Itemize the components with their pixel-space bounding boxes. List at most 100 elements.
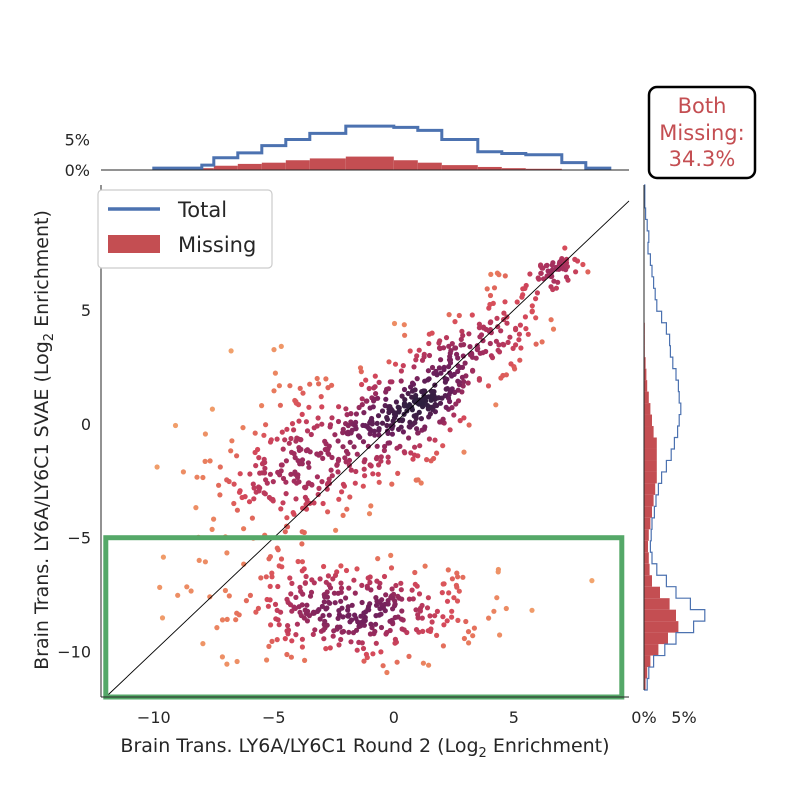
scatter-point: [488, 271, 494, 277]
scatter-point: [456, 588, 462, 594]
scatter-point: [348, 617, 355, 623]
scatter-point: [376, 432, 382, 438]
scatter-point: [441, 366, 447, 373]
scatter-point: [374, 443, 380, 449]
scatter-point: [401, 403, 407, 409]
scatter-point: [302, 657, 308, 664]
scatter-point: [275, 547, 281, 553]
scatter-point: [338, 585, 345, 591]
scatter-point: [465, 629, 472, 635]
scatter-point: [393, 399, 399, 405]
scatter-point: [539, 339, 545, 345]
scatter-point: [224, 616, 230, 623]
scatter-point: [277, 402, 283, 408]
scatter-point: [263, 477, 269, 483]
right-missing-bar: [644, 437, 657, 449]
scatter-point: [434, 450, 440, 456]
right-hist-tick-label: 0%: [631, 708, 656, 727]
scatter-point: [305, 608, 311, 615]
scatter-point: [317, 576, 323, 582]
scatter-point: [359, 599, 365, 606]
scatter-point: [343, 406, 349, 412]
scatter-point: [360, 439, 367, 445]
x-tick-label: 5: [509, 708, 519, 727]
scatter-point: [400, 429, 406, 435]
scatter-point: [234, 658, 240, 665]
annotation-box: [647, 85, 757, 180]
scatter-point: [513, 327, 519, 333]
scatter-point: [283, 458, 289, 464]
scatter-point: [269, 570, 275, 576]
scatter-point: [449, 608, 455, 614]
legend: Total Missing: [97, 189, 273, 269]
scatter-point: [359, 396, 365, 402]
right-missing-bar: [644, 598, 670, 610]
scatter-point: [488, 353, 494, 359]
scatter-point: [508, 361, 514, 367]
scatter-point: [274, 436, 280, 442]
scatter-point: [214, 625, 220, 631]
right-missing-bar: [644, 563, 650, 576]
scatter-point: [340, 628, 347, 635]
scatter-point: [255, 605, 261, 612]
scatter-point: [278, 468, 284, 474]
scatter-point: [391, 320, 398, 327]
scatter-point: [308, 431, 314, 438]
scatter-point: [502, 273, 508, 279]
scatter-point: [278, 609, 284, 615]
scatter-point: [278, 343, 284, 349]
scatter-point: [335, 438, 341, 444]
scatter-point: [228, 348, 234, 354]
scatter-point: [398, 580, 404, 586]
scatter-point: [417, 443, 423, 449]
scatter-point: [241, 526, 247, 532]
scatter-point: [207, 458, 213, 464]
scatter-point: [287, 383, 293, 389]
scatter-point: [367, 462, 373, 468]
scatter-point: [501, 310, 507, 316]
scatter-point: [413, 477, 419, 483]
scatter-point: [469, 312, 475, 318]
scatter-point: [514, 299, 520, 305]
scatter-point: [477, 350, 483, 356]
scatter-point: [267, 597, 273, 603]
scatter-point: [282, 636, 288, 642]
top-missing-bar: [477, 166, 502, 170]
scatter-point: [299, 559, 305, 565]
scatter-point: [399, 393, 405, 399]
scatter-point: [495, 347, 501, 353]
scatter-point: [363, 377, 369, 383]
scatter-point: [331, 590, 337, 596]
scatter-point: [243, 598, 249, 604]
right-missing-bar: [644, 506, 652, 518]
scatter-point: [327, 600, 333, 606]
scatter-point: [413, 357, 419, 363]
scatter-point: [516, 337, 522, 343]
scatter-point: [307, 593, 314, 599]
scatter-point: [285, 627, 292, 633]
scatter-point: [211, 516, 217, 522]
scatter-point: [351, 577, 357, 583]
scatter-point: [413, 627, 420, 633]
scatter-point: [370, 651, 376, 657]
scatter-point: [266, 643, 272, 650]
scatter-point: [354, 647, 360, 653]
scatter-point: [293, 438, 299, 444]
scatter-point: [316, 381, 322, 387]
scatter-point: [292, 469, 298, 475]
right-missing-bar: [644, 644, 659, 656]
scatter-point: [202, 559, 208, 565]
scatter-point: [307, 381, 313, 387]
scatter-point: [329, 415, 335, 421]
scatter-point: [466, 422, 472, 428]
scatter-point: [346, 585, 352, 591]
scatter-point: [352, 590, 358, 596]
scatter-point: [271, 347, 277, 353]
scatter-point: [340, 429, 346, 435]
annotation-line-1: Both: [678, 94, 727, 118]
scatter-point: [372, 628, 378, 635]
scatter-point: [375, 556, 381, 562]
scatter-point: [240, 425, 246, 431]
scatter-point: [315, 415, 321, 421]
right-missing-bar: [644, 552, 649, 564]
